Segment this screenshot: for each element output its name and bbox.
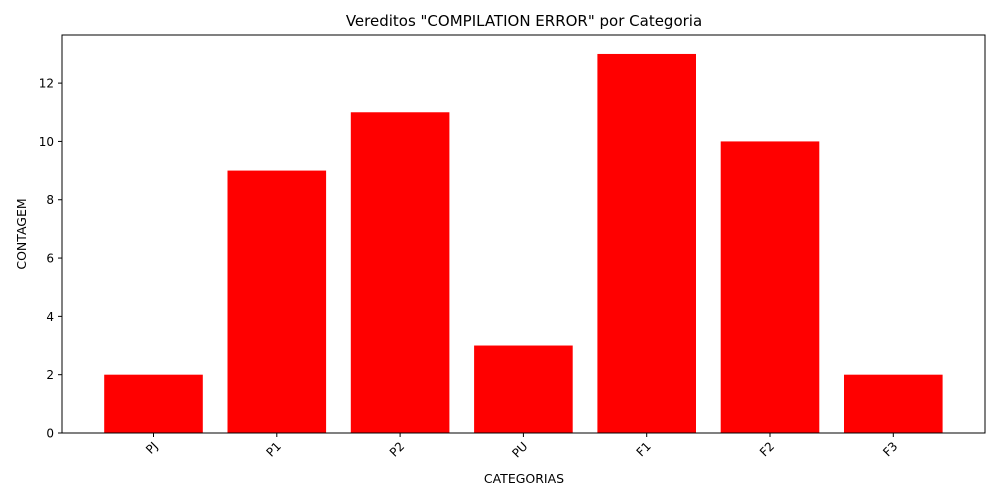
bars-group: [104, 53, 943, 434]
x-axis: PJ P1 P2 PU F1 F2 F3: [143, 433, 900, 460]
x-tick-label: F1: [634, 439, 654, 459]
x-tick-label: F2: [757, 439, 777, 459]
x-tick-label: P1: [264, 439, 284, 459]
bar-f1: [597, 53, 696, 433]
y-tick-label: 4: [46, 310, 54, 324]
plot-frame: [61, 34, 986, 434]
bar-pu: [474, 345, 573, 433]
bar-p1: [227, 170, 327, 434]
x-tick-label: P2: [387, 439, 407, 459]
x-tick-label: PJ: [143, 439, 161, 457]
y-axis: 0 2 4 6 8 10 12: [39, 77, 62, 441]
y-tick-label: 10: [39, 135, 54, 149]
y-tick-label: 8: [46, 193, 54, 207]
bar-p2: [350, 112, 450, 434]
bar-f3: [844, 374, 943, 433]
chart-title: Vereditos "COMPILATION ERROR" por Catego…: [346, 12, 702, 30]
y-tick-label: 2: [46, 368, 54, 382]
bar-f2: [720, 141, 820, 433]
y-axis-label: CONTAGEM: [14, 198, 29, 269]
x-tick-label: F3: [880, 439, 900, 459]
y-tick-label: 12: [39, 77, 54, 91]
y-tick-label: 6: [46, 252, 54, 266]
bar-pj: [104, 374, 203, 433]
x-tick-label: PU: [509, 439, 530, 460]
x-axis-label: CATEGORIAS: [484, 471, 564, 486]
y-tick-label: 0: [46, 427, 54, 441]
